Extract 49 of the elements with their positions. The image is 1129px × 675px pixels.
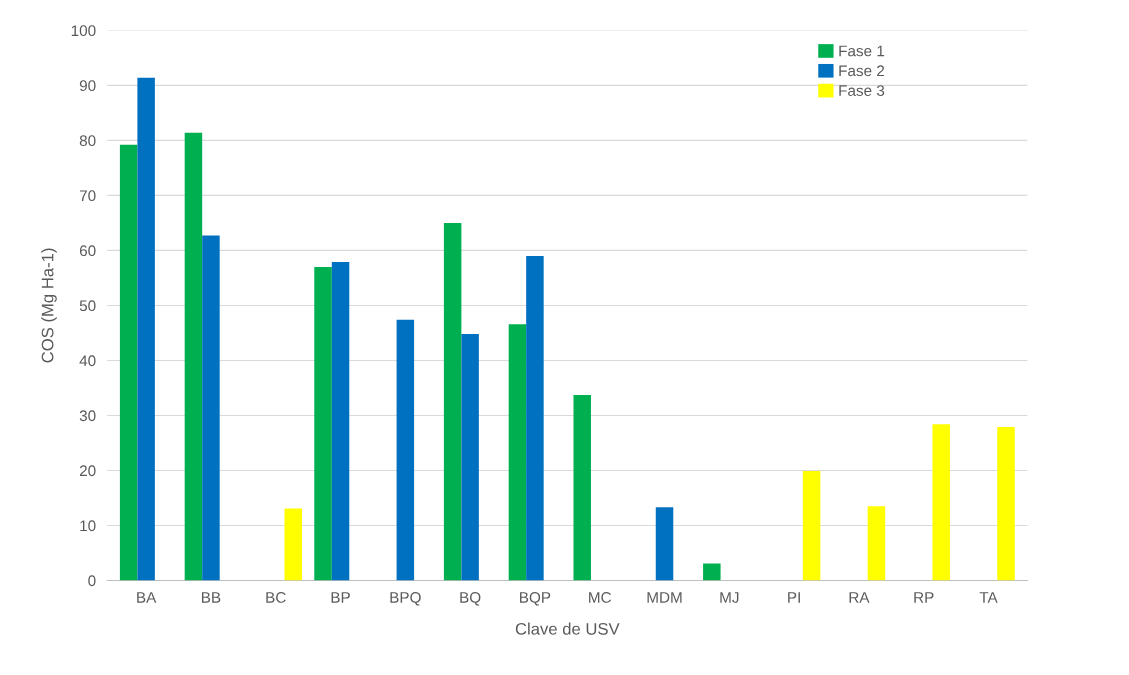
x-tick-label: MDM [647, 592, 682, 603]
y-tick-label: 50 [79, 300, 96, 312]
y-tick-label: 60 [79, 245, 96, 257]
x-tick-label: PI [788, 592, 800, 603]
bar [443, 222, 462, 581]
x-tick-label: RA [849, 592, 870, 603]
x-tick-label: BA [137, 592, 157, 603]
bar [573, 395, 591, 581]
bar [331, 261, 350, 581]
bar [119, 144, 138, 581]
bar [137, 77, 155, 581]
y-tick-label: 100 [71, 25, 96, 37]
bar [508, 324, 527, 581]
x-tick-label: BQ [460, 592, 481, 606]
x-tick-label: BP [331, 592, 350, 603]
bar [932, 424, 950, 581]
x-tick-label: MC [589, 592, 612, 603]
y-tick-label: 70 [79, 190, 96, 202]
legend-label: Fase 1 [839, 45, 885, 57]
bar [184, 132, 203, 581]
x-tick-label: RP [914, 592, 934, 603]
bar [284, 508, 302, 581]
bar [802, 471, 821, 581]
bar [396, 319, 415, 581]
bar [202, 235, 220, 581]
legend-label: Fase 2 [839, 65, 885, 77]
x-tick-label: BQP [520, 592, 551, 606]
x-tick-label: BPQ [390, 592, 421, 606]
y-tick-label: 30 [79, 410, 96, 422]
x-tick-label: MJ [720, 592, 739, 603]
bar [703, 563, 721, 581]
y-axis-title: COS (Mg Ha-1) [41, 248, 57, 363]
bar [655, 507, 674, 581]
x-tick-label: TA [979, 592, 998, 603]
x-tick-label: BC [266, 592, 286, 603]
y-tick-label: 20 [79, 465, 96, 477]
y-tick-label: 10 [80, 520, 96, 532]
bar [997, 427, 1015, 581]
y-tick-label: 80 [79, 135, 96, 147]
y-tick-label: 0 [88, 575, 96, 587]
y-tick-label: 90 [79, 80, 96, 92]
legend-label: Fase 3 [839, 85, 885, 96]
bar [526, 255, 544, 581]
y-tick-label: 40 [79, 355, 96, 367]
bar [314, 266, 332, 581]
x-tick-label: BB [201, 592, 221, 603]
bar [461, 334, 479, 581]
x-axis-title: Clave de USV [515, 622, 620, 635]
bar [867, 506, 886, 581]
